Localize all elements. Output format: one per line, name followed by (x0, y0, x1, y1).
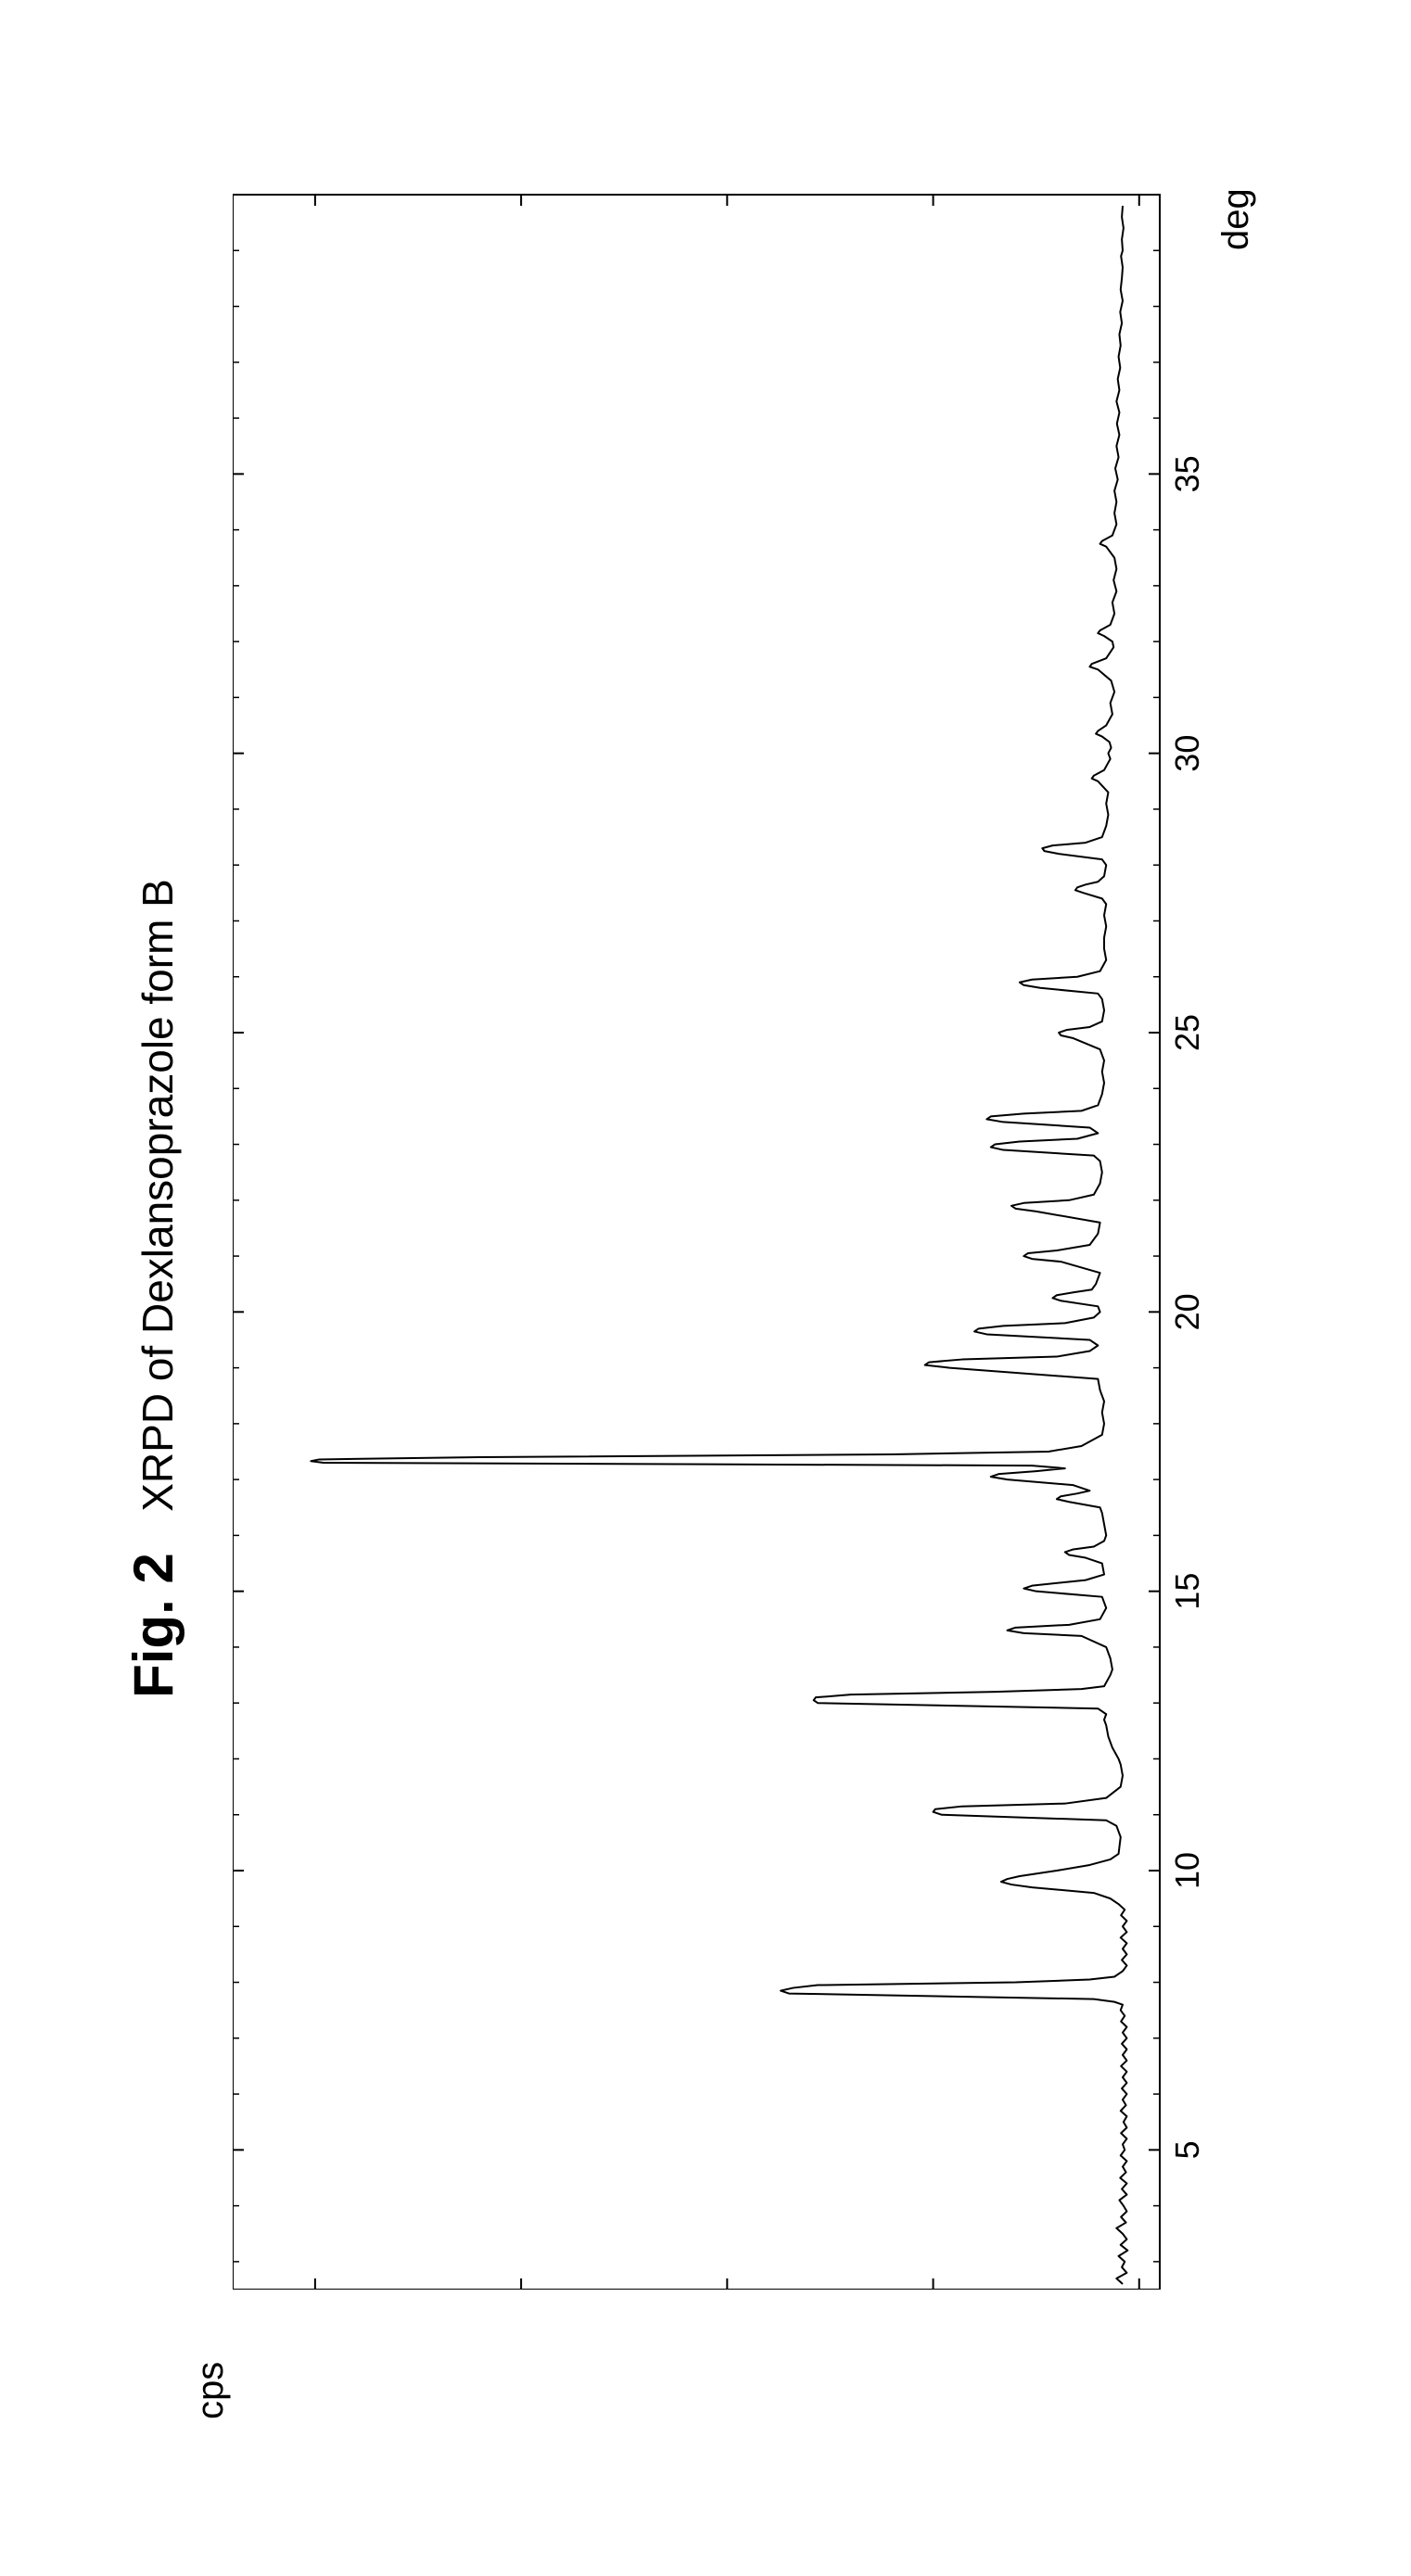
page-container: Fig. 2 XRPD of Dexlansoprazole form B cp… (0, 0, 1411, 2576)
figure-label: Fig. 2 (121, 1553, 185, 1698)
y-axis-unit-label: cps (190, 2361, 232, 2418)
figure: Fig. 2 XRPD of Dexlansoprazole form B cp… (103, 130, 1308, 2447)
figure-title: XRPD of Dexlansoprazole form B (133, 879, 183, 1512)
svg-text:10: 10 (1168, 1851, 1206, 1888)
svg-text:35: 35 (1168, 455, 1206, 492)
svg-text:5: 5 (1168, 2140, 1206, 2159)
svg-text:20: 20 (1168, 1293, 1206, 1330)
figure-titles: Fig. 2 XRPD of Dexlansoprazole form B (121, 130, 185, 2447)
rotated-wrapper: Fig. 2 XRPD of Dexlansoprazole form B cp… (103, 130, 1308, 2447)
xrpd-chart: 51015202530350500100015002000 (233, 167, 1221, 2290)
svg-text:25: 25 (1168, 1013, 1206, 1050)
svg-text:30: 30 (1168, 734, 1206, 771)
x-axis-unit-label: deg (1215, 188, 1257, 250)
svg-text:15: 15 (1168, 1572, 1206, 1609)
